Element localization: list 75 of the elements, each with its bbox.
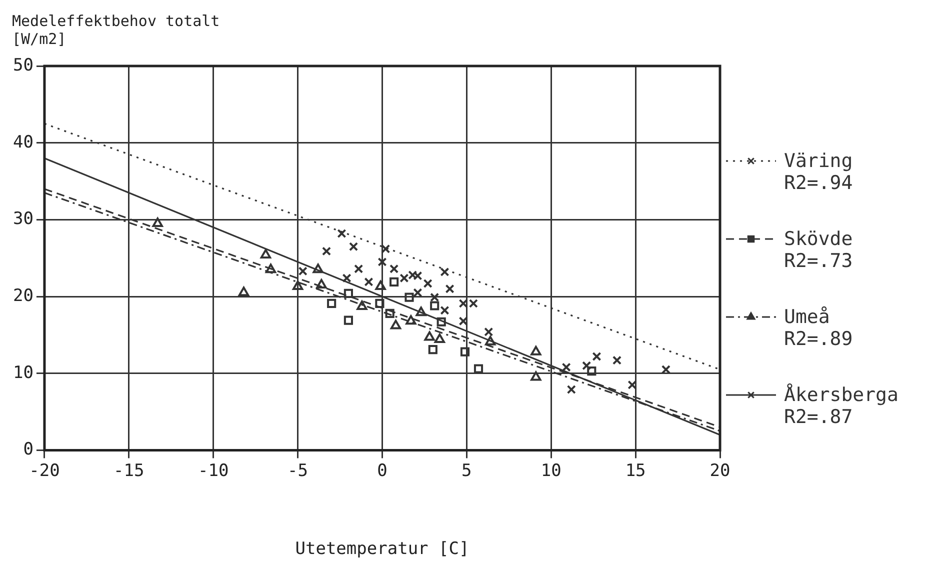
- point: [440, 267, 450, 276]
- point: [424, 331, 435, 341]
- point: [592, 352, 602, 361]
- y-tick-label: 40: [12, 132, 34, 152]
- point: [298, 266, 308, 276]
- point: [238, 286, 250, 296]
- y-tick-label: 50: [12, 55, 34, 76]
- legend-label: Umeå R2=.89: [784, 306, 853, 350]
- y-tick-label: 30: [12, 209, 34, 230]
- point: [404, 292, 414, 302]
- point: [356, 300, 368, 310]
- x-tick-label: -5: [288, 460, 308, 481]
- point: [385, 308, 394, 318]
- point: [152, 218, 163, 228]
- y-tick-label: 10: [12, 362, 34, 383]
- point: [292, 280, 304, 290]
- x-tick-label: 20: [710, 460, 730, 481]
- point: [484, 336, 496, 346]
- x-tick-label: -10: [198, 460, 229, 481]
- legend-label: Skövde R2=.73: [784, 228, 853, 272]
- point: [440, 306, 450, 315]
- point: [530, 346, 542, 356]
- point: [408, 270, 418, 280]
- point: [562, 362, 571, 372]
- point: [344, 316, 353, 325]
- y-tick-label: 0: [23, 440, 34, 460]
- point: [428, 345, 438, 354]
- point: [612, 356, 622, 365]
- point: [423, 278, 432, 288]
- point: [375, 298, 384, 308]
- point: [416, 306, 426, 316]
- point: [375, 280, 386, 290]
- x-tick-label: 0: [377, 460, 388, 481]
- point: [582, 361, 592, 370]
- point: [460, 347, 470, 356]
- point: [364, 277, 374, 286]
- point: [430, 292, 440, 302]
- point: [390, 277, 399, 286]
- point: [316, 278, 327, 288]
- point: [413, 271, 422, 280]
- point: [390, 264, 399, 274]
- point: [406, 315, 416, 325]
- point: [474, 364, 484, 374]
- x-axis-title: Utetemperatur [C]: [295, 539, 470, 560]
- y-axis-title: Medeleffektbehov totalt [W/m2]: [12, 12, 220, 48]
- x-tick-label: 10: [540, 460, 562, 481]
- point: [566, 384, 576, 394]
- point: [260, 249, 272, 259]
- x-tick-label: -20: [29, 460, 60, 481]
- point: [430, 301, 440, 310]
- point: [312, 264, 324, 274]
- point: [530, 371, 542, 381]
- x-tick-label: -15: [114, 460, 144, 481]
- legend-label: Väring R2=.94: [784, 150, 853, 194]
- point: [344, 288, 353, 298]
- point: [400, 274, 409, 283]
- x-tick-label: 15: [625, 460, 646, 481]
- point: [354, 264, 364, 274]
- point: [337, 228, 346, 238]
- point: [468, 298, 478, 308]
- x-tick-label: 5: [462, 460, 472, 481]
- point: [322, 246, 332, 256]
- point: [327, 298, 336, 308]
- point: [436, 317, 446, 326]
- point: [445, 284, 454, 294]
- y-tick-label: 20: [12, 286, 34, 306]
- point: [348, 242, 358, 252]
- point: [390, 320, 402, 330]
- point: [434, 334, 445, 344]
- point: [484, 327, 494, 336]
- point: [265, 264, 276, 274]
- point: [587, 366, 596, 376]
- point: [378, 257, 387, 266]
- legend-label: Åkersberga R2=.87: [784, 383, 898, 428]
- point: [342, 274, 352, 283]
